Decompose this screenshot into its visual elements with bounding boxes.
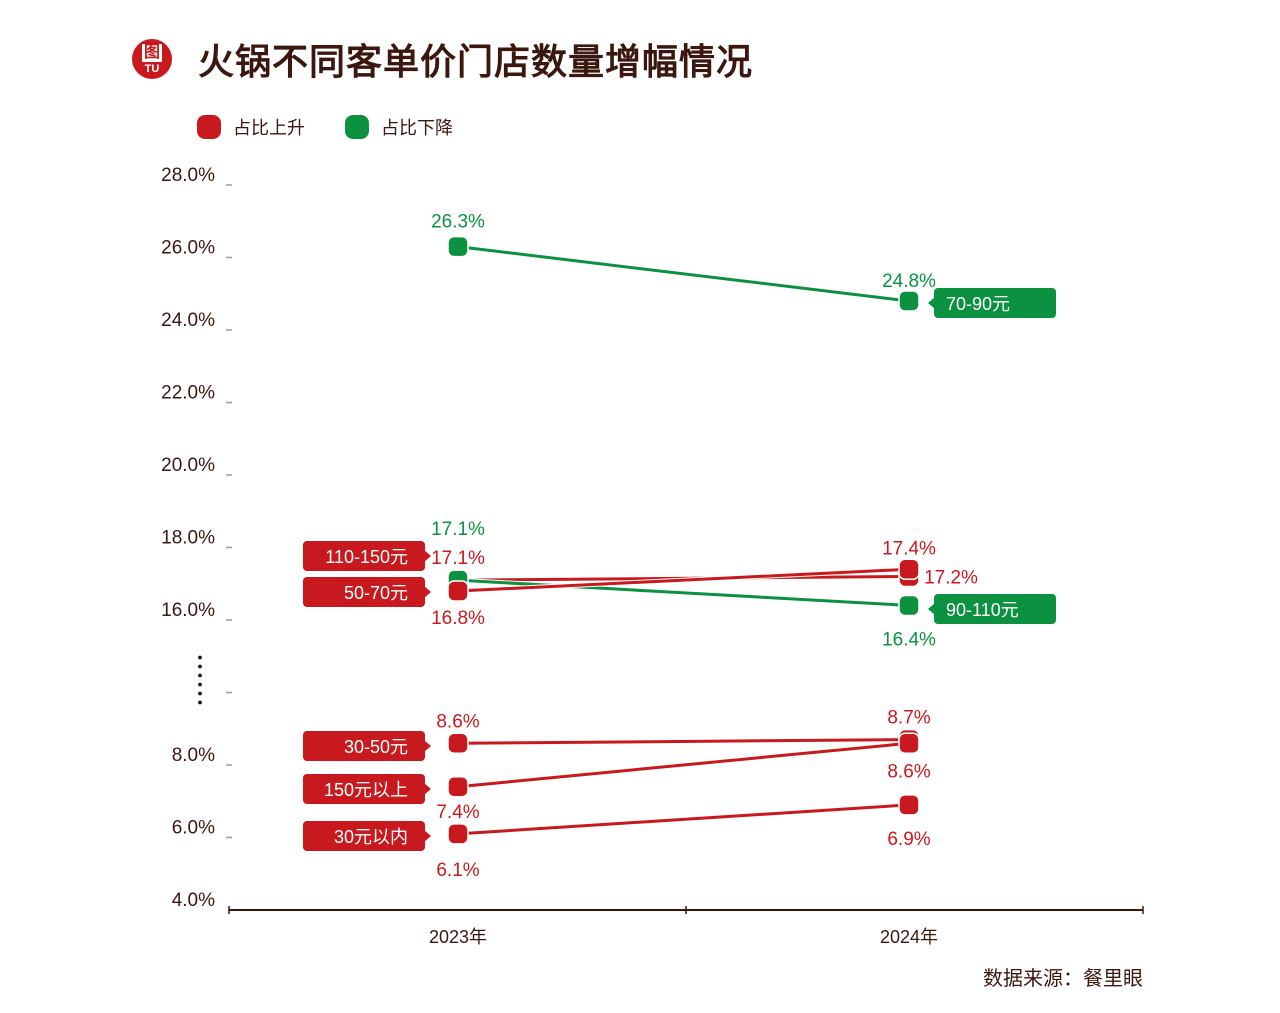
series-tag-pointer (424, 783, 431, 795)
axis-break-dot (198, 673, 202, 678)
data-label: 24.8% (882, 271, 936, 292)
series-tag: 90-110元 (928, 594, 1056, 624)
y-tick-label: 26.0% (161, 238, 215, 259)
series-line (457, 578, 910, 607)
data-label: 17.1% (431, 548, 485, 569)
data-label: 6.1% (436, 860, 479, 881)
data-point (447, 776, 469, 798)
data-label: 17.1% (431, 519, 485, 540)
legend-item-rise: 占比上升 (197, 114, 305, 140)
data-point (447, 235, 469, 258)
data-label: 26.3% (431, 212, 485, 233)
series-line (457, 738, 910, 745)
data-label: 6.9% (887, 829, 930, 850)
legend: 占比上升 占比下降 (197, 114, 493, 140)
series-tag-label: 110-150元 (325, 547, 408, 567)
axis-break-dot (198, 700, 202, 705)
series-group (447, 235, 920, 845)
series-tag-label: 150元以上 (324, 780, 408, 800)
y-tick-label: 18.0% (161, 528, 215, 549)
series-tag-pointer (424, 586, 431, 598)
y-tick-label: 4.0% (172, 890, 215, 911)
y-tick-label: 6.0% (172, 818, 215, 839)
data-point (898, 794, 920, 816)
logo-text: TU (144, 63, 160, 75)
series-line (457, 803, 910, 836)
series-tag-pointer (928, 297, 935, 309)
axis-break-dot (198, 655, 202, 660)
logo: 图 TU (132, 37, 172, 81)
series-tag-label: 70-90元 (946, 294, 1010, 314)
series-line (457, 741, 910, 789)
axis-break-dot (198, 691, 202, 696)
series-tag-pointer (424, 740, 431, 752)
y-tick-label: 28.0% (161, 165, 215, 186)
x-tick-label: 2023年 (429, 927, 487, 947)
legend-swatch-rise (197, 115, 221, 139)
data-point (898, 732, 920, 754)
data-point (447, 732, 469, 754)
series-tag-box (303, 731, 425, 761)
y-tick-label: 16.0% (161, 600, 215, 621)
data-label: 7.4% (436, 802, 479, 823)
y-tick-label: 20.0% (161, 455, 215, 476)
series-tag-box (934, 594, 1056, 624)
y-tick-label: 8.0% (172, 745, 215, 766)
series-tag-pointer (928, 603, 935, 615)
x-tick-label: 2024年 (880, 927, 938, 947)
data-label: 8.7% (887, 708, 930, 729)
legend-swatch-fall (345, 115, 369, 139)
series-tag-label: 30-50元 (344, 737, 408, 757)
series-tag: 50-70元 (303, 577, 431, 607)
data-label: 17.2% (924, 568, 978, 589)
data-label: 17.4% (882, 538, 936, 559)
series-1 (447, 235, 920, 312)
data-point (447, 580, 469, 602)
series-tag: 70-90元 (928, 288, 1056, 318)
data-point (898, 558, 920, 580)
chart-header: 图 TU 火锅不同客单价门店数量增幅情况 (132, 34, 753, 84)
data-point (898, 290, 920, 312)
legend-label-rise: 占比上升 (233, 118, 305, 138)
data-source: 数据来源：餐里眼 (983, 968, 1143, 990)
series-tag-pointer (424, 550, 431, 562)
data-point (898, 594, 920, 617)
data-label: 8.6% (436, 711, 479, 732)
series-tag: 110-150元 (303, 541, 431, 571)
series-tag: 150元以上 (303, 774, 431, 804)
data-point (447, 823, 469, 845)
series-line (457, 567, 910, 593)
series-tag-label: 30元以内 (334, 827, 408, 847)
logo-glyph: 图 (142, 44, 162, 62)
legend-item-fall: 占比下降 (345, 114, 453, 140)
series-line (457, 245, 910, 303)
y-tick-label: 24.0% (161, 310, 215, 331)
series-tag-label: 50-70元 (344, 583, 408, 603)
axis-break-dot (198, 664, 202, 669)
series-tag-box (303, 541, 425, 571)
series-tag-box (303, 774, 425, 804)
legend-label-fall: 占比下降 (381, 118, 453, 138)
data-label: 16.8% (431, 608, 485, 629)
series-7 (447, 794, 920, 845)
series-6 (447, 732, 920, 798)
y-tick-label: 22.0% (161, 383, 215, 404)
series-4 (447, 558, 920, 602)
series-tag-box (303, 821, 425, 851)
series-tag: 30元以内 (303, 821, 431, 851)
series-tag: 30-50元 (303, 731, 431, 761)
series-tag-box (303, 577, 425, 607)
axis-break-dot (198, 682, 202, 687)
series-tag-box (934, 288, 1056, 318)
data-label: 16.4% (882, 630, 936, 651)
chart-title: 火锅不同客单价门店数量增幅情况 (198, 41, 754, 82)
series-tag-pointer (424, 830, 431, 842)
series-tag-label: 90-110元 (946, 600, 1019, 620)
data-label: 8.6% (887, 761, 930, 782)
